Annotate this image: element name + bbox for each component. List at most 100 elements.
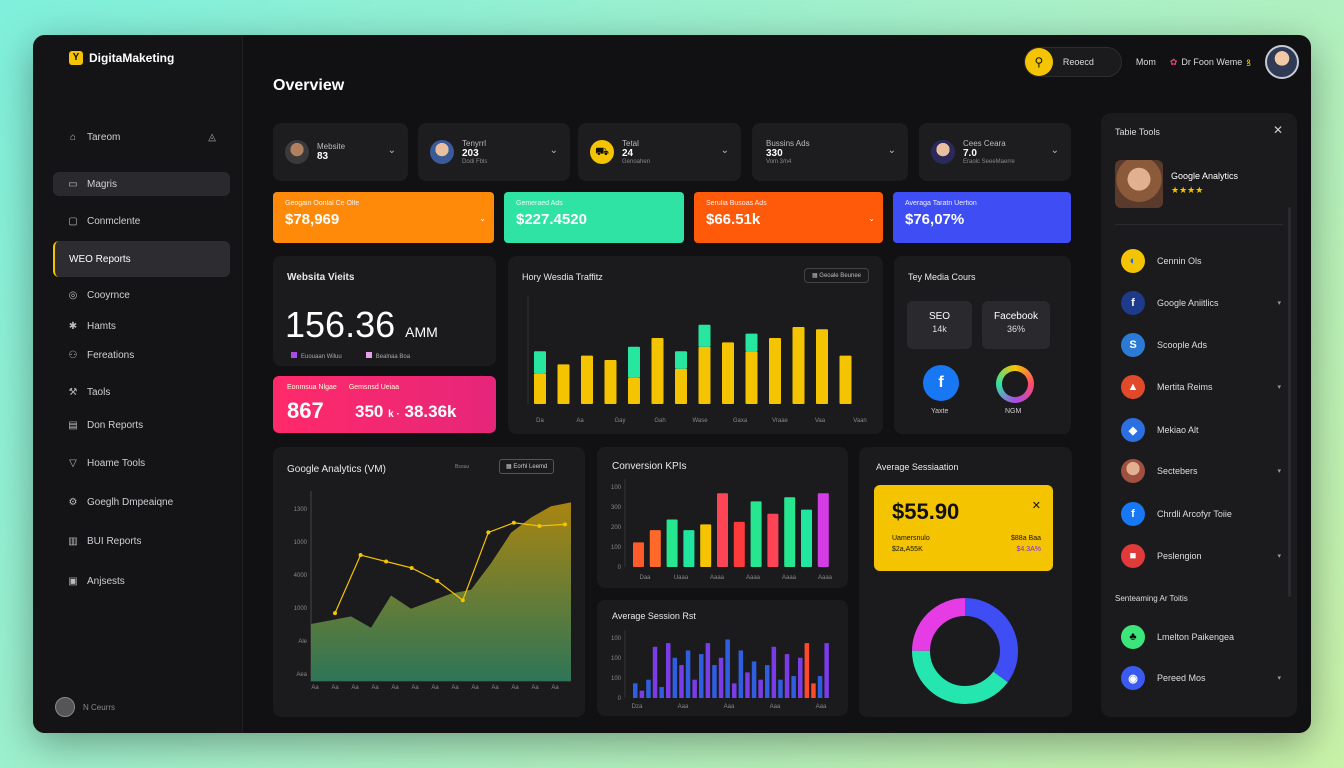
sidebar-item-don-reports[interactable]: ▤ Don Reports <box>53 413 230 437</box>
sidebar-item-weo-reports[interactable]: WEO Reports <box>53 241 230 277</box>
stat-card[interactable]: Cees Ceara 7.0 Eraolc SeeeMaerre ⌄ <box>919 123 1071 181</box>
panel-item[interactable]: ♣ Lmelton Paikengea <box>1121 625 1281 649</box>
avatar[interactable] <box>1265 45 1299 79</box>
sidebar-item-label: Tareom <box>87 131 121 143</box>
chevron-down-icon: ⌄ <box>868 214 875 223</box>
chevron-down-icon[interactable]: ▾ <box>1277 300 1281 307</box>
sidebar-item-label: Taols <box>87 386 111 398</box>
facebook-icon[interactable]: f <box>923 365 959 401</box>
chevron-down-icon[interactable]: ⌄ <box>1050 145 1059 156</box>
legend-button[interactable]: ▦ Eorhl Leemd <box>499 459 555 474</box>
kpi-label: Gemeraed Ads <box>516 200 563 207</box>
brand-name: DigitaMaketing <box>89 51 175 65</box>
bar <box>817 493 829 567</box>
bar-yellow <box>839 355 852 404</box>
search-pill[interactable]: ⚲ Reoecd <box>1023 47 1122 77</box>
bar <box>745 672 750 698</box>
scrollbar[interactable] <box>1288 207 1291 597</box>
sidebar-item-tareom[interactable]: ⌂ Tareom ◬ <box>53 125 230 149</box>
sidebar-item-goeglh[interactable]: ⚙ Goeglh Dmpeaiqne <box>53 490 230 514</box>
bar-yellow <box>581 355 593 404</box>
search-icon[interactable]: ⚲ <box>1024 48 1053 76</box>
stat-sub: Vom 3/n4 <box>766 159 792 165</box>
chevron-down-icon[interactable]: ▾ <box>1277 675 1281 682</box>
kpi-card[interactable]: Gemeraed Ads $227.4520 <box>504 192 684 243</box>
user-menu[interactable]: ✿ Dr Foon Weme ꝸ <box>1170 56 1251 69</box>
sidebar-item-bui-reports[interactable]: ▥ BUI Reports <box>53 529 230 553</box>
close-icon[interactable]: ✕ <box>1031 500 1041 512</box>
sidebar-footer[interactable]: N Ceurrs <box>55 697 115 717</box>
session-bar-chart: 100 100 100 0 Dza Aaa Aaa Aaa Aaa <box>611 630 829 710</box>
line-point <box>511 520 516 525</box>
user-label: Dr Foon Weme <box>1181 57 1243 67</box>
pink-kpi-card[interactable]: Eonmsua Nlgae Gemsnsd Ueiaa 867 350 k · 3… <box>273 376 496 433</box>
close-icon[interactable]: ✕ <box>1272 123 1283 137</box>
chevron-down-icon[interactable]: ▾ <box>1277 468 1281 475</box>
kpi-card[interactable]: Averaga Taratn Uerfion $76,07% <box>893 192 1071 243</box>
line-point <box>486 530 491 535</box>
panel-item[interactable]: f Google Aniitlics ▾ <box>1121 291 1281 315</box>
stat-card[interactable]: Tenyrrl 203 Dodi Fbls ⌄ <box>418 123 570 181</box>
folder-icon: ▭ <box>68 178 78 190</box>
instagram-icon[interactable] <box>996 365 1034 403</box>
dropdown-icon[interactable]: ◬ <box>208 131 216 143</box>
panel-item[interactable]: ◐ Cennin Ols <box>1121 249 1281 273</box>
avatar <box>55 697 75 717</box>
x-tick-label: Aaa <box>724 704 735 710</box>
chevron-down-icon[interactable]: ▾ <box>1277 384 1281 391</box>
card-title: Tey Media Cours <box>908 272 976 282</box>
panel-item[interactable]: ■ Peslengion ▾ <box>1121 544 1281 568</box>
panel-item[interactable]: ◆ Mekiao Alt <box>1121 418 1281 442</box>
panel-item[interactable]: ◉ Pereed Mos ▾ <box>1121 666 1281 690</box>
panel-item[interactable]: f Chrdli Arcofyr Toiie <box>1121 502 1281 526</box>
stat-sub: Eraolc SeeeMaerre <box>963 159 1015 165</box>
stat-card[interactable]: Mebsite 83 ⌄ <box>273 123 408 181</box>
sidebar-item-label: Don Reports <box>87 419 144 431</box>
panel-item-label: Google Aniitlics <box>1157 298 1219 308</box>
sidebar-item-anjsests[interactable]: ▣ Anjsests <box>53 569 230 593</box>
bar <box>685 650 691 698</box>
seo-tile[interactable]: SEO 14k <box>907 301 972 349</box>
stat-card[interactable]: ⛟ Tetal 24 Genoahen ⌄ <box>578 123 741 181</box>
sidebar-item-label: Fereations <box>87 349 135 361</box>
sidebar-item-magris[interactable]: ▭ Magris <box>53 172 230 196</box>
panel-item[interactable]: S Scoople Ads <box>1121 333 1281 357</box>
y-tick-label: 0 <box>618 565 622 571</box>
stat-value: 24 <box>622 148 634 159</box>
sidebar-item-fereations[interactable]: ⚇ Fereations <box>53 343 230 367</box>
sidebar-item-conmclente[interactable]: ▢ Conmclente <box>53 209 230 233</box>
chevron-down-icon[interactable]: ⌄ <box>549 145 558 156</box>
panel-item[interactable]: ▲ Mertita Reims ▾ <box>1121 375 1281 399</box>
avatar <box>430 140 454 164</box>
sidebar-item-label: Magris <box>87 178 118 190</box>
sidebar-item-hamts[interactable]: ✱ Hamts <box>53 314 230 338</box>
menu-link[interactable]: Mom <box>1135 57 1156 67</box>
kpi-card[interactable]: Serulia Busoas Ads $66.51k ⌄ <box>694 192 883 243</box>
x-tick-label: Aa <box>471 685 479 691</box>
y-tick-label: 100 <box>611 636 622 642</box>
chevron-down-icon[interactable]: ⌄ <box>887 145 896 156</box>
chevron-down-icon[interactable]: ⌄ <box>387 145 396 156</box>
conversion-kpis-card: Conversion KPIs 100 300 200 100 0 Daa Uaaa Aaaa… <box>597 447 848 588</box>
kpi-value: $78,969 <box>285 211 340 228</box>
avatar <box>285 140 309 164</box>
x-tick-label: Aa <box>311 685 319 691</box>
stat-card[interactable]: Bussins Ads 330 Vom 3/n4 ⌄ <box>752 123 908 181</box>
chevron-down-icon[interactable]: ⌄ <box>720 145 729 156</box>
sidebar-item-hoame-tools[interactable]: ▽ Hoame Tools <box>53 451 230 475</box>
brand[interactable]: Y DigitaMaketing <box>69 51 174 65</box>
session-highlight[interactable]: $55.90 ✕ Uamersnulo $2a,A55K $88a Baa $4… <box>874 485 1053 571</box>
y-tick-label: Aea <box>296 672 307 678</box>
facebook-tile[interactable]: Facebook 36% <box>982 301 1050 349</box>
chrome-icon: ◐ <box>1121 249 1145 273</box>
kpi-card[interactable]: Geogain Oonlal Ce Olfe $78,969 ⌄ <box>273 192 494 243</box>
filter-button[interactable]: ▦ Geoale Beunee <box>803 268 869 283</box>
chevron-down-icon[interactable]: ▾ <box>1277 553 1281 560</box>
sidebar-item-cooyrnce[interactable]: ◎ Cooyrnce <box>53 283 230 307</box>
sidebar-item-taols[interactable]: ⚒ Taols <box>53 380 230 404</box>
panel-item[interactable]: Sectebers ▾ <box>1121 459 1281 483</box>
topbar: ⚲ Reoecd Mom ✿ Dr Foon Weme ꝸ <box>1023 45 1299 79</box>
kpi-label: Serulia Busoas Ads <box>706 200 767 207</box>
app-window: Y DigitaMaketing ⌂ Tareom ◬ ▭ Magris ▢ Conmc… <box>33 35 1311 733</box>
bar <box>659 687 664 698</box>
